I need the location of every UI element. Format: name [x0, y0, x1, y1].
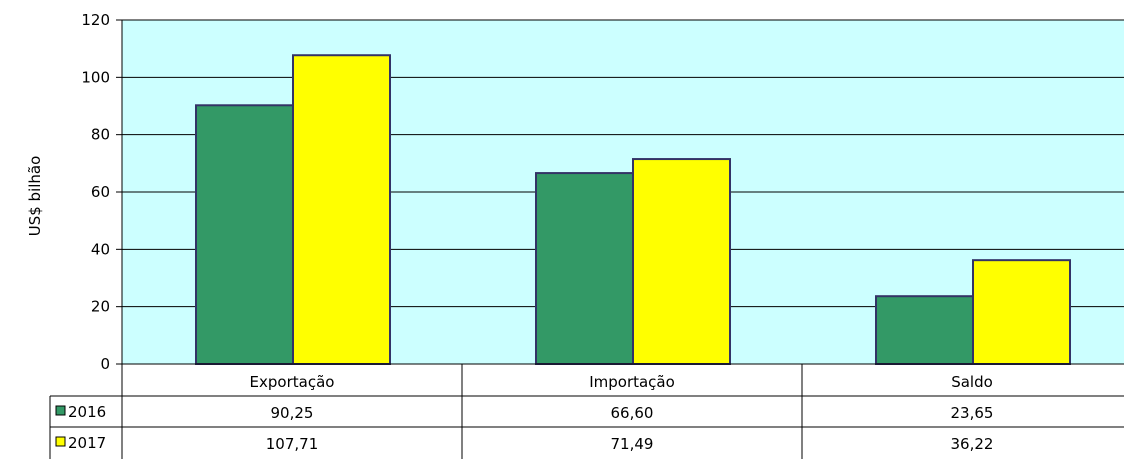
legend-label: 2016: [68, 403, 106, 421]
legend-swatch-2016: [55, 405, 66, 416]
data-label: 66,60: [611, 404, 654, 422]
y-tick-label: 120: [81, 11, 110, 29]
bar-2016-2: [535, 172, 634, 365]
data-label: 71,49: [611, 435, 654, 453]
y-tick-label: 100: [81, 68, 110, 86]
y-axis-title: US$ bilhão: [26, 156, 44, 237]
y-tick-label: 20: [91, 298, 110, 316]
legend-swatch-2017: [55, 436, 66, 447]
data-label: 23,65: [951, 404, 994, 422]
y-tick-label: 60: [91, 183, 110, 201]
y-tick-label: 0: [100, 355, 110, 373]
y-tick-label: 40: [91, 240, 110, 258]
bar-2017-1: [292, 54, 391, 366]
legend-label: 2017: [68, 434, 106, 452]
bar-2017-2: [632, 158, 731, 365]
bar-2016-1: [195, 104, 294, 366]
category-label: Saldo: [951, 373, 993, 391]
data-label: 107,71: [266, 435, 319, 453]
category-label: Exportação: [250, 373, 335, 391]
bar-2016-3: [875, 295, 974, 366]
data-label: 90,25: [271, 404, 314, 422]
category-label: Importação: [589, 373, 675, 391]
data-label: 36,22: [951, 435, 994, 453]
bar-2017-3: [972, 259, 1071, 366]
y-tick-label: 80: [91, 126, 110, 144]
